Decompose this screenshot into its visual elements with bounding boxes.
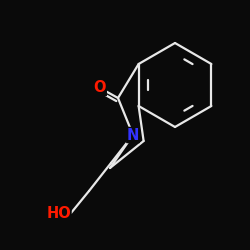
Text: HO: HO — [46, 206, 71, 220]
Text: N: N — [127, 128, 139, 142]
Text: O: O — [94, 80, 106, 96]
